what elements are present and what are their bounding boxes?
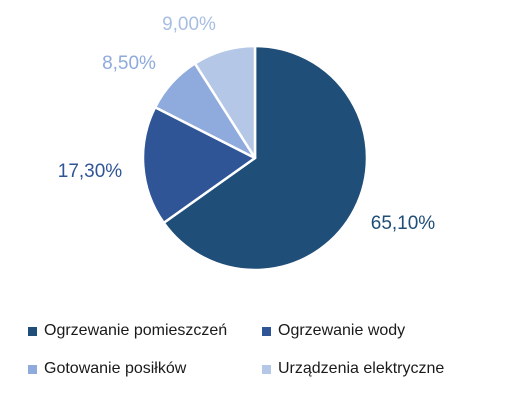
legend-item-ogrzewanie-wody: Ogrzewanie wody <box>262 322 405 340</box>
legend-label: Ogrzewanie wody <box>278 322 406 339</box>
pie-slice-2 <box>141 106 257 225</box>
legend-swatch <box>28 364 37 374</box>
legend: Ogrzewanie pomieszczeń Ogrzewanie wody G… <box>0 300 506 400</box>
pie-slice-1 <box>162 44 369 272</box>
data-label-1: 65,10% <box>371 213 436 234</box>
legend-item-ogrzewanie-pomieszczen: Ogrzewanie pomieszczeń <box>28 322 227 340</box>
legend-swatch <box>28 326 37 336</box>
pie-slice-4 <box>193 44 257 160</box>
legend-swatch <box>262 364 271 374</box>
legend-swatch <box>262 326 271 336</box>
legend-label: Ogrzewanie pomieszczeń <box>44 322 228 339</box>
legend-item-gotowanie-posilkow: Gotowanie posiłków <box>28 360 186 378</box>
data-label-3: 8,50% <box>102 53 156 74</box>
legend-item-urzadzenia-elektryczne: Urządzenia elektryczne <box>262 360 444 378</box>
legend-label: Gotowanie posiłków <box>44 360 187 377</box>
data-label-2: 17,30% <box>58 161 123 182</box>
data-label-4: 9,00% <box>162 14 216 35</box>
pie-chart: 65,10% 17,30% 8,50% 9,00% <box>58 14 436 272</box>
legend-label: Urządzenia elektryczne <box>278 360 445 377</box>
